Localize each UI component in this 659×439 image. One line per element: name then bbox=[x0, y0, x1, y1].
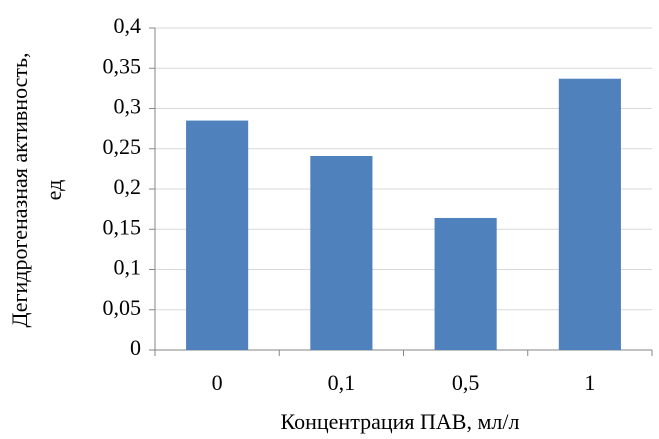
x-tick-label: 0,5 bbox=[452, 370, 480, 395]
y-tick-label: 0,35 bbox=[103, 53, 142, 78]
y-tick-label: 0,2 bbox=[114, 174, 142, 199]
y-axis-title: ед bbox=[41, 180, 66, 201]
bar bbox=[186, 120, 249, 350]
x-tick-label: 0,1 bbox=[328, 370, 356, 395]
bar bbox=[434, 217, 497, 350]
y-tick-label: 0,3 bbox=[114, 94, 142, 119]
y-tick-label: 0,25 bbox=[103, 134, 142, 159]
x-tick-label: 0 bbox=[212, 370, 223, 395]
y-tick-label: 0,1 bbox=[114, 255, 142, 280]
y-axis-title: Дегидрогеназная активность, bbox=[7, 52, 32, 327]
y-tick-label: 0,15 bbox=[103, 214, 142, 239]
x-tick-label: 1 bbox=[584, 370, 595, 395]
bar bbox=[310, 155, 373, 350]
y-tick-label: 0 bbox=[130, 335, 141, 360]
y-tick-label: 0,4 bbox=[114, 13, 142, 38]
bar bbox=[558, 78, 621, 350]
y-tick-label: 0,05 bbox=[103, 295, 142, 320]
x-axis-title: Концентрация ПАВ, мл/л bbox=[281, 409, 520, 434]
